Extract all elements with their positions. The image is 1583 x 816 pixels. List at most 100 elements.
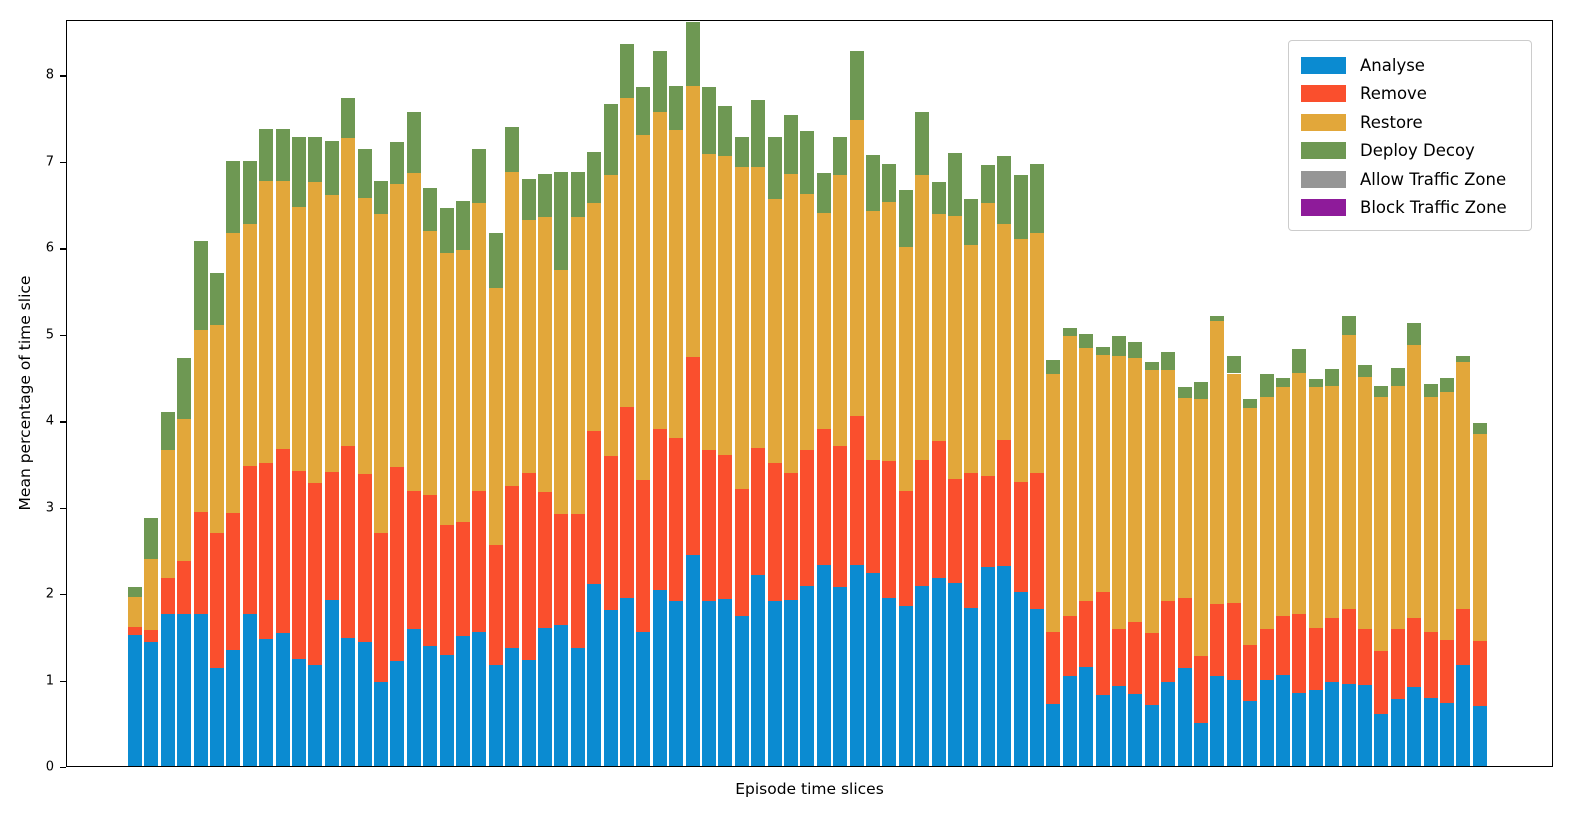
bar-segment-remove: [1276, 616, 1290, 676]
bar-segment-deploy-decoy: [931, 181, 946, 214]
bar-segment-deploy-decoy: [1095, 346, 1110, 356]
bar-segment-analyse: [226, 650, 241, 766]
bar: [1226, 21, 1241, 766]
x-axis-label: Episode time slices: [735, 780, 884, 798]
bar-segment-remove: [538, 491, 552, 628]
bar-segment-restore: [341, 138, 356, 447]
bar-segment-restore: [242, 223, 257, 466]
bar-segment-deploy-decoy: [357, 148, 372, 198]
bar-segment-analyse: [997, 566, 1012, 766]
bar-segment-remove: [160, 578, 175, 614]
bar-segment-analyse: [751, 574, 766, 766]
bar-segment-analyse: [193, 613, 208, 766]
bar: [1341, 21, 1356, 766]
bar-segment-remove: [1177, 598, 1192, 669]
bar-segment-analyse: [472, 632, 487, 766]
bar-segment-remove: [324, 472, 339, 600]
bar-segment-analyse: [734, 616, 749, 766]
bar-segment-deploy-decoy: [1308, 378, 1323, 388]
legend-swatch-icon: [1301, 142, 1346, 160]
bar-segment-restore: [554, 269, 569, 515]
bar: [1013, 21, 1028, 766]
legend-item-analyse: Analyse: [1301, 51, 1519, 80]
bar: [1292, 21, 1307, 766]
bar-segment-restore: [620, 97, 634, 408]
bar-segment-remove: [1144, 632, 1159, 705]
bar-segment-analyse: [1128, 694, 1143, 766]
bar-segment-analyse: [1276, 675, 1290, 766]
bar-segment-analyse: [292, 658, 306, 766]
bar-segment-analyse: [784, 600, 798, 766]
bar-segment-deploy-decoy: [1177, 387, 1192, 398]
bar-segment-remove: [177, 561, 192, 614]
bar-segment-restore: [1112, 356, 1126, 630]
bar-segment-remove: [456, 522, 470, 637]
bar-segment-analyse: [669, 600, 684, 766]
bar-segment-deploy-decoy: [472, 148, 487, 204]
bar-segment-restore: [980, 203, 995, 476]
bar-segment-restore: [1177, 397, 1192, 599]
legend-item-restore: Restore: [1301, 108, 1519, 137]
bar-segment-restore: [898, 247, 913, 492]
bar-segment-remove: [1472, 640, 1487, 707]
bar-segment-restore: [1062, 336, 1077, 616]
bar-segment-restore: [636, 134, 651, 480]
legend-label: Restore: [1360, 112, 1423, 132]
bar-segment-restore: [1046, 374, 1061, 632]
bar-segment-deploy-decoy: [259, 128, 274, 181]
bar-segment-remove: [816, 428, 831, 566]
bar-segment-remove: [128, 626, 142, 636]
bar-segment-deploy-decoy: [538, 173, 552, 217]
bar-segment-restore: [1013, 238, 1028, 483]
bar: [849, 21, 864, 766]
bar-segment-restore: [1128, 357, 1143, 622]
bar: [1079, 21, 1094, 766]
bar-segment-remove: [948, 478, 962, 583]
bar-segment-remove: [833, 446, 848, 588]
bar-segment-analyse: [144, 641, 159, 766]
bar: [538, 21, 552, 766]
bar-segment-restore: [1358, 376, 1372, 630]
bar-segment-analyse: [1112, 685, 1126, 766]
bar-segment-analyse: [931, 578, 946, 766]
bar-segment-analyse: [652, 589, 667, 766]
bar-segment-restore: [1472, 434, 1487, 641]
bar-segment-deploy-decoy: [1407, 323, 1422, 345]
y-tick-mark: [60, 594, 66, 596]
bar-segment-deploy-decoy: [1390, 368, 1405, 386]
bar-segment-remove: [734, 489, 749, 617]
bar-segment-analyse: [1423, 697, 1438, 766]
bar-segment-deploy-decoy: [636, 87, 651, 135]
bar-segment-remove: [292, 471, 306, 659]
y-tick-mark: [60, 161, 66, 164]
y-tick-mark: [60, 75, 66, 77]
bar-segment-remove: [620, 407, 634, 599]
y-tick-label: 6: [45, 240, 54, 256]
bar: [1210, 21, 1225, 766]
bar-segment-remove: [1374, 651, 1389, 715]
bar-segment-deploy-decoy: [964, 198, 979, 245]
bar-segment-analyse: [210, 668, 224, 766]
bar-segment-restore: [374, 213, 388, 533]
y-tick-label: 2: [45, 586, 54, 602]
bar-segment-remove: [1046, 632, 1061, 704]
bar-segment-deploy-decoy: [702, 87, 716, 154]
bar: [636, 21, 651, 766]
bar-segment-deploy-decoy: [718, 106, 733, 156]
bar-segment-deploy-decoy: [898, 190, 913, 248]
bar-segment-deploy-decoy: [1161, 351, 1176, 371]
bar: [1062, 21, 1077, 766]
bar-segment-analyse: [718, 599, 733, 766]
bar-segment-remove: [390, 466, 405, 661]
bar-segment-deploy-decoy: [1112, 336, 1126, 357]
bar: [866, 21, 880, 766]
bar-segment-restore: [1390, 385, 1405, 630]
y-tick-mark: [60, 248, 66, 250]
bar-segment-deploy-decoy: [1276, 377, 1290, 388]
bar-segment-analyse: [1210, 676, 1225, 766]
bar-segment-deploy-decoy: [915, 112, 930, 175]
bar: [603, 21, 618, 766]
bar: [1243, 21, 1258, 766]
bar: [554, 21, 569, 766]
bar-segment-restore: [1374, 396, 1389, 652]
